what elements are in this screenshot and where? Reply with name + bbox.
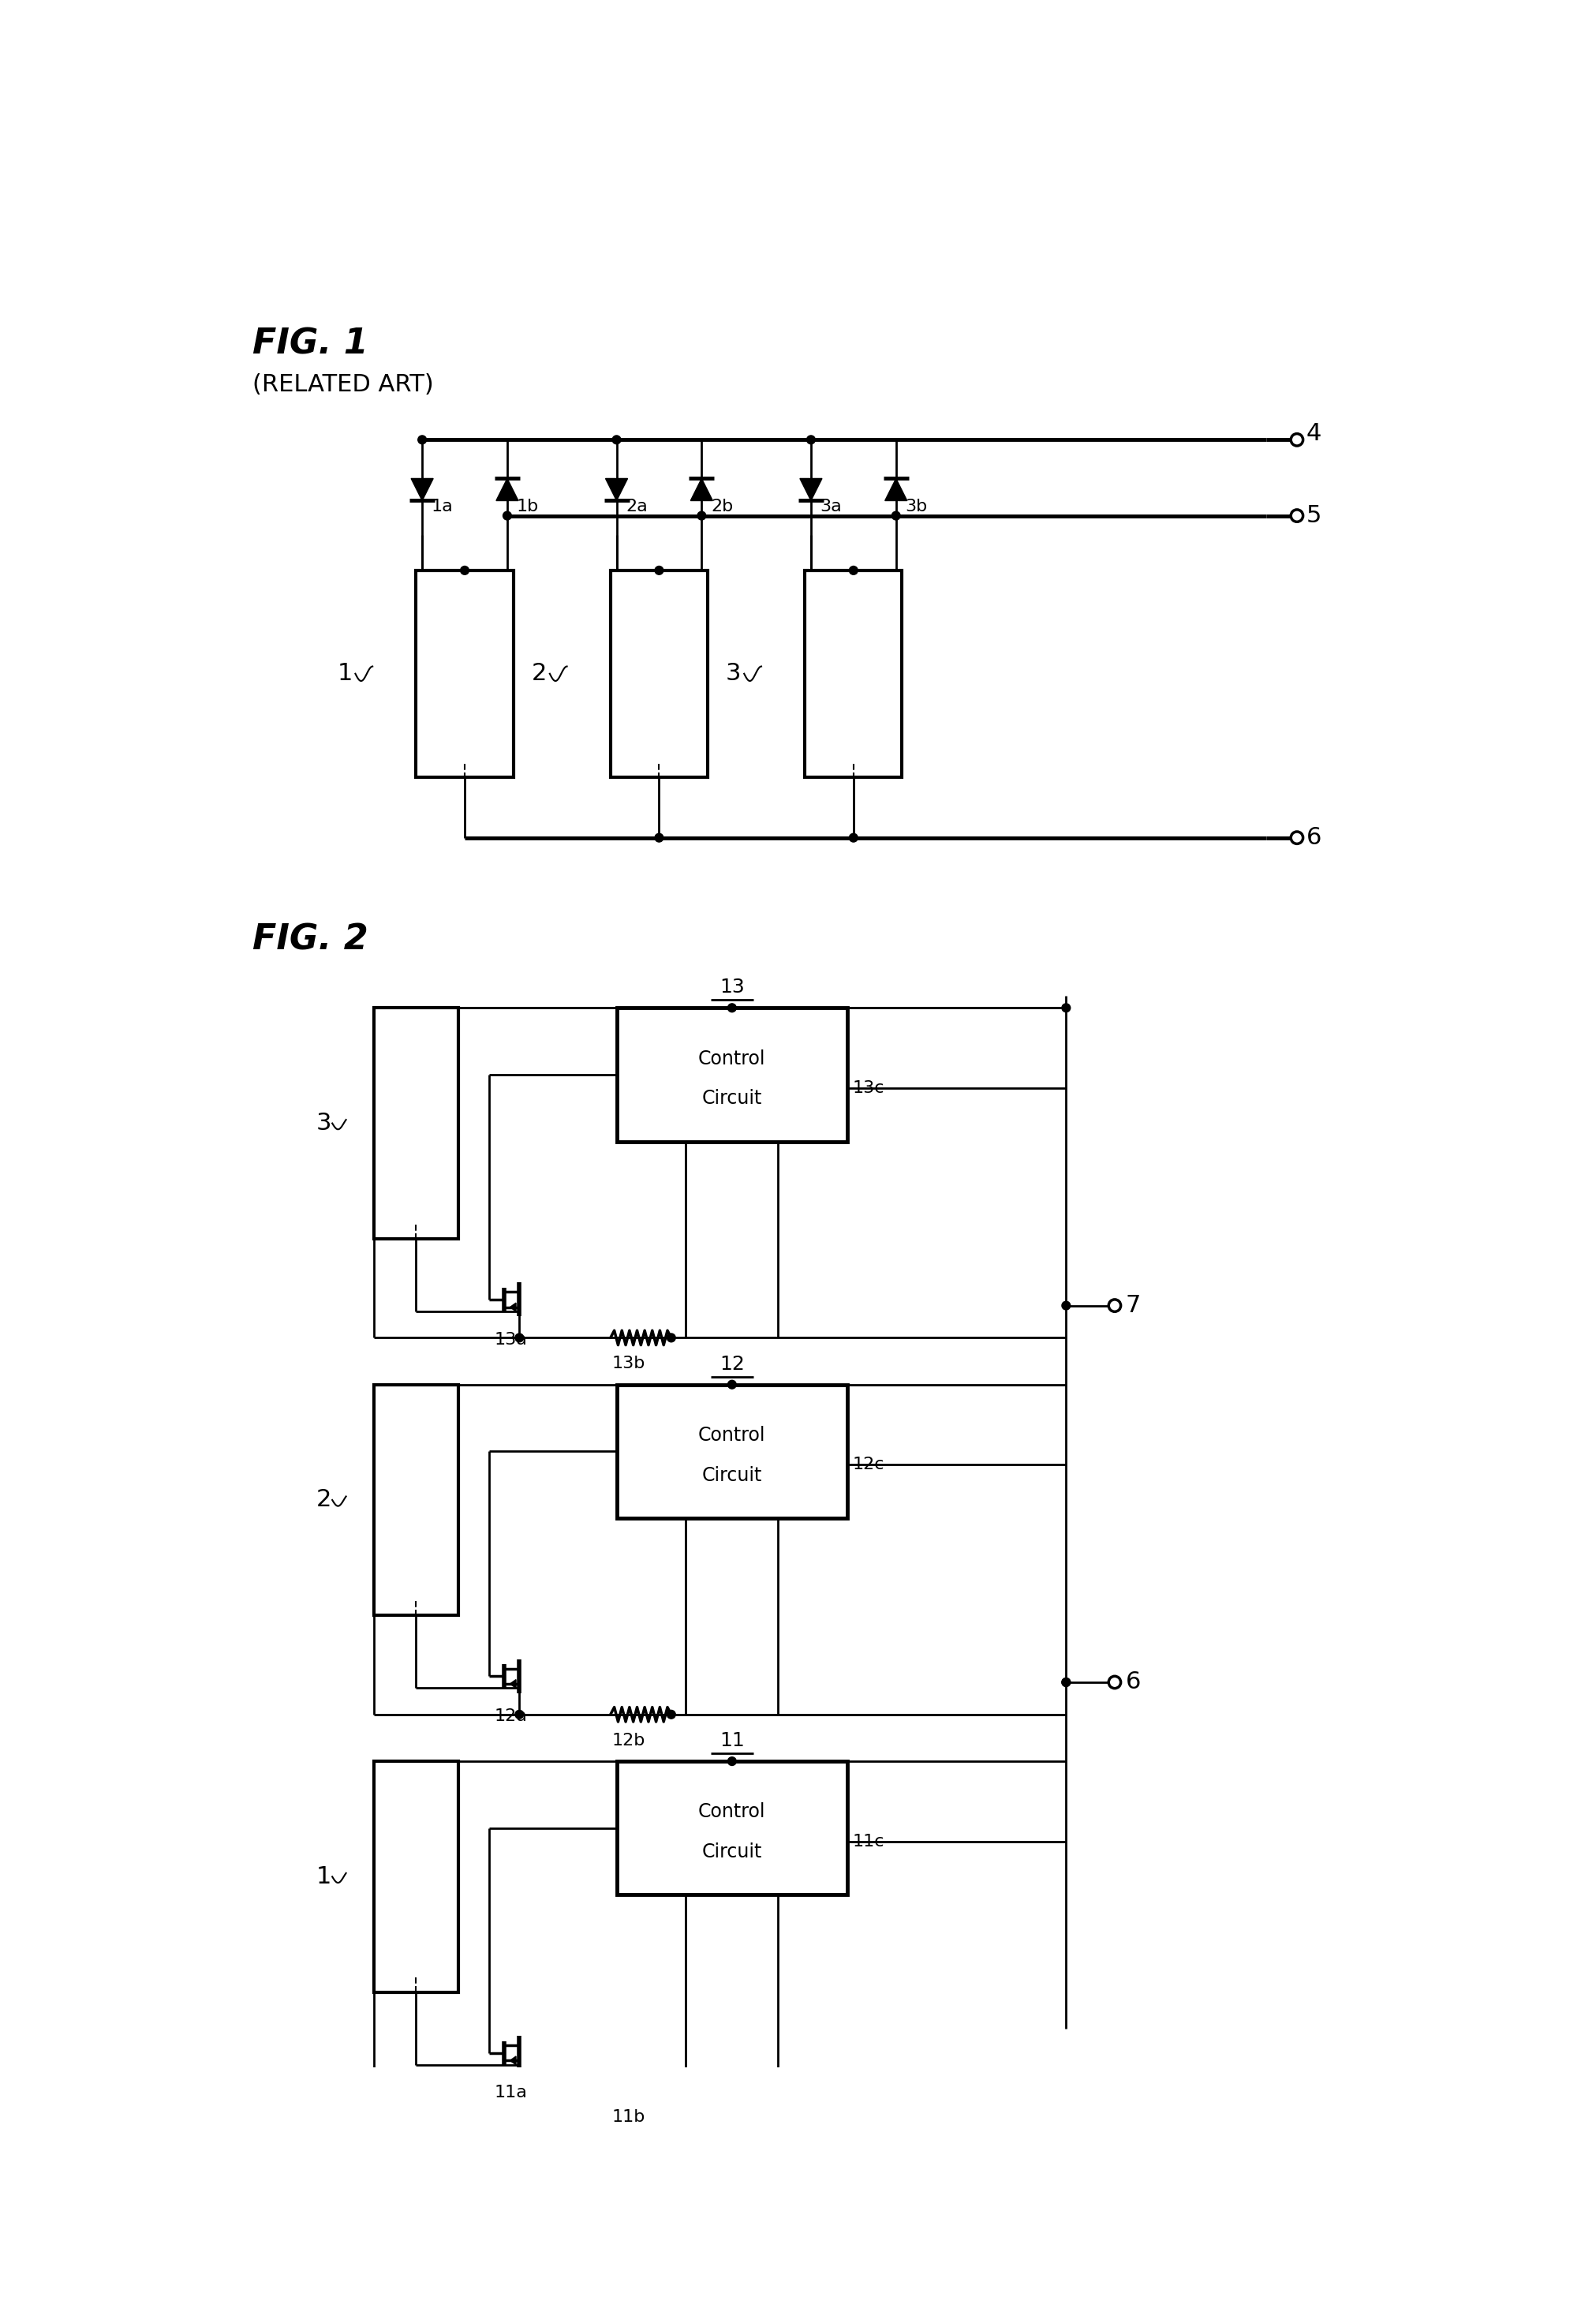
- Text: 12b: 12b: [611, 1733, 645, 1749]
- Circle shape: [1291, 832, 1302, 843]
- Text: 2: 2: [531, 662, 547, 685]
- Polygon shape: [884, 479, 907, 502]
- Text: 5: 5: [1306, 504, 1321, 527]
- Text: 11b: 11b: [611, 2109, 645, 2126]
- Circle shape: [516, 2086, 523, 2095]
- Text: FIG. 1: FIG. 1: [252, 328, 367, 362]
- Circle shape: [1291, 434, 1302, 446]
- Circle shape: [728, 1380, 736, 1389]
- Circle shape: [1061, 1004, 1071, 1013]
- Bar: [417, 571, 514, 776]
- Circle shape: [654, 834, 664, 841]
- Circle shape: [1291, 509, 1302, 523]
- Circle shape: [667, 1710, 675, 1719]
- Polygon shape: [496, 479, 519, 502]
- Circle shape: [806, 434, 816, 444]
- Circle shape: [418, 434, 426, 444]
- Text: 7: 7: [1125, 1294, 1141, 1317]
- Text: Circuit: Circuit: [702, 1089, 763, 1108]
- Text: 6: 6: [1306, 827, 1321, 850]
- Text: (RELATED ART): (RELATED ART): [252, 374, 434, 395]
- Circle shape: [728, 1756, 736, 1765]
- Text: 3a: 3a: [820, 499, 843, 513]
- Circle shape: [654, 567, 664, 574]
- Text: 11c: 11c: [852, 1833, 884, 1849]
- Text: Circuit: Circuit: [702, 1842, 763, 1861]
- Text: 13b: 13b: [611, 1357, 645, 1373]
- Polygon shape: [511, 2056, 516, 2065]
- Text: 2: 2: [316, 1489, 330, 1512]
- Circle shape: [461, 567, 469, 574]
- Text: 12: 12: [720, 1354, 745, 1373]
- Text: Control: Control: [699, 1426, 766, 1445]
- Polygon shape: [691, 479, 713, 502]
- Bar: [616, 1761, 847, 1896]
- Text: 2b: 2b: [710, 499, 733, 513]
- Text: Control: Control: [699, 1050, 766, 1069]
- Text: 3b: 3b: [905, 499, 927, 513]
- Text: 11: 11: [720, 1731, 744, 1749]
- Circle shape: [892, 511, 900, 520]
- Text: Control: Control: [699, 1803, 766, 1821]
- Text: 4: 4: [1306, 423, 1321, 446]
- Polygon shape: [511, 1680, 516, 1689]
- Circle shape: [667, 2086, 675, 2095]
- Circle shape: [1109, 1299, 1120, 1312]
- Text: 1: 1: [316, 1865, 330, 1889]
- Circle shape: [503, 511, 511, 520]
- Text: 3: 3: [726, 662, 741, 685]
- Bar: [373, 1761, 458, 1993]
- Circle shape: [697, 511, 705, 520]
- Text: 3: 3: [316, 1113, 330, 1134]
- Bar: [611, 571, 707, 776]
- Circle shape: [516, 1710, 523, 1719]
- Text: 13: 13: [720, 978, 744, 997]
- Circle shape: [613, 434, 621, 444]
- Text: Circuit: Circuit: [702, 1466, 763, 1484]
- Polygon shape: [511, 1303, 516, 1312]
- Text: 12c: 12c: [852, 1457, 884, 1473]
- Polygon shape: [605, 479, 627, 502]
- Polygon shape: [800, 479, 822, 502]
- Text: 1b: 1b: [517, 499, 538, 513]
- Bar: [804, 571, 902, 776]
- Text: FIG. 2: FIG. 2: [252, 922, 367, 957]
- Text: 1a: 1a: [431, 499, 453, 513]
- Text: 2a: 2a: [626, 499, 648, 513]
- Circle shape: [849, 567, 857, 574]
- Circle shape: [728, 1004, 736, 1013]
- Bar: [373, 1008, 458, 1238]
- Circle shape: [516, 1333, 523, 1343]
- Bar: [616, 1008, 847, 1141]
- Circle shape: [1061, 1301, 1071, 1310]
- Text: 1: 1: [337, 662, 353, 685]
- Polygon shape: [412, 479, 433, 502]
- Circle shape: [1061, 1677, 1071, 1686]
- Circle shape: [1061, 1677, 1071, 1686]
- Text: 12a: 12a: [495, 1707, 527, 1724]
- Circle shape: [849, 834, 857, 841]
- Text: 6: 6: [1125, 1670, 1141, 1693]
- Text: 11a: 11a: [495, 2086, 527, 2100]
- Bar: [616, 1385, 847, 1519]
- Text: 13c: 13c: [852, 1080, 884, 1096]
- Circle shape: [667, 1333, 675, 1343]
- Circle shape: [1109, 1677, 1120, 1689]
- Text: 13a: 13a: [495, 1331, 527, 1347]
- Bar: [373, 1385, 458, 1614]
